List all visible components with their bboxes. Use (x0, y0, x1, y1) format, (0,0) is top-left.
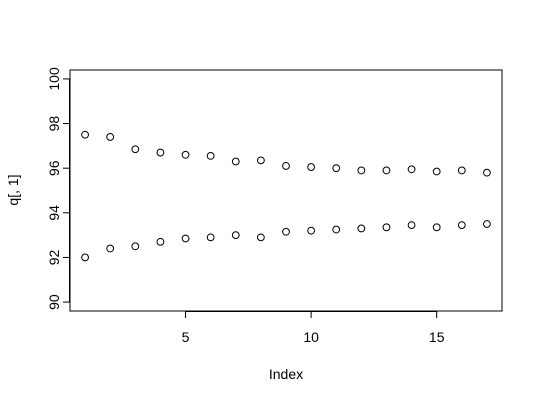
data-point (382, 166, 391, 175)
y-tick-label: 100 (46, 67, 62, 91)
y-axis-label: q[, 1] (5, 174, 21, 205)
data-point (282, 227, 290, 236)
y-tick-label: 92 (46, 249, 62, 265)
data-point (131, 145, 140, 154)
data-point (357, 166, 366, 175)
data-point (407, 165, 416, 174)
data-point (432, 223, 441, 232)
y-tick-label: 90 (46, 294, 62, 310)
data-point (483, 168, 491, 177)
data-point (156, 237, 165, 246)
plot-frame (69, 69, 503, 312)
data-point (81, 253, 89, 262)
data-point (256, 233, 265, 242)
data-point (357, 224, 366, 233)
x-tick-label: 15 (429, 329, 445, 345)
data-point (307, 163, 316, 171)
data-point (231, 157, 240, 166)
data-point (231, 231, 240, 240)
data-point (156, 148, 165, 157)
data-point (256, 156, 265, 165)
data-point (131, 242, 140, 251)
data-point (106, 244, 115, 253)
data-point (382, 223, 391, 232)
data-point (332, 164, 341, 173)
y-tick-label: 98 (46, 116, 62, 132)
y-tick-label: 96 (46, 160, 62, 176)
x-tick-label: 10 (303, 329, 319, 345)
data-point (181, 150, 190, 159)
data-point (106, 133, 115, 141)
data-point (483, 220, 491, 228)
data-points (81, 130, 491, 262)
data-point (332, 225, 341, 234)
data-point (206, 152, 215, 160)
data-point (181, 234, 190, 243)
x-axis: 5 10 15 (182, 311, 445, 345)
data-point (457, 221, 466, 229)
y-axis: 90 92 94 96 98 100 (46, 67, 70, 310)
data-point (457, 166, 466, 175)
data-point (432, 167, 441, 176)
data-point (81, 130, 89, 139)
y-tick-label: 94 (46, 205, 62, 221)
data-point (407, 221, 416, 229)
data-point (307, 226, 316, 235)
x-axis-label: Index (269, 366, 303, 382)
x-tick-label: 5 (182, 329, 190, 345)
data-point (282, 162, 290, 170)
data-point (206, 233, 215, 242)
